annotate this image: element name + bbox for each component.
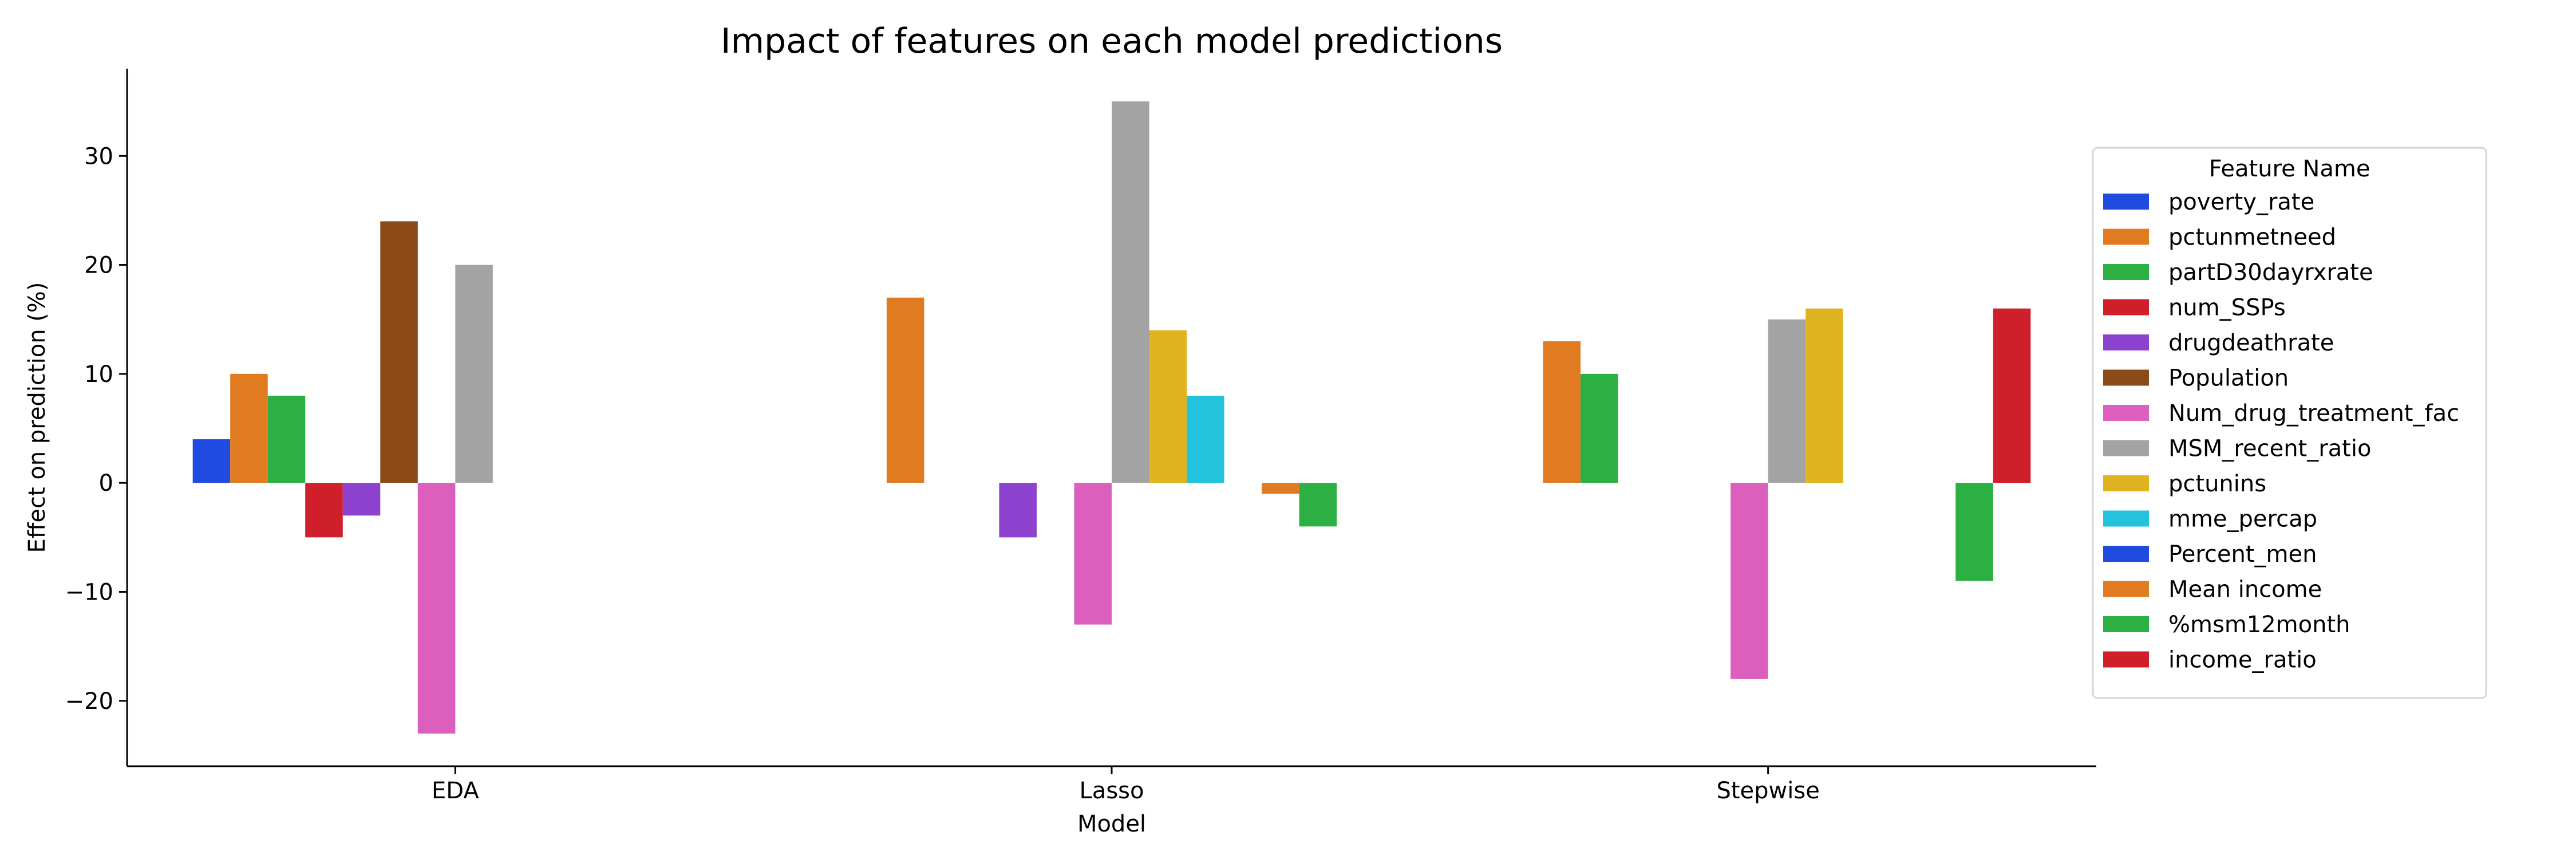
bar [1730,483,1768,679]
legend-swatch [2103,616,2149,632]
x-tick-label: EDA [432,778,479,804]
bar [999,483,1037,538]
bar [1112,101,1149,483]
bar [1543,341,1581,483]
bar [267,395,306,483]
bar [417,483,456,734]
bar [342,483,381,516]
legend-entry-label: Num_drug_treatment_fac [2168,400,2459,427]
legend-entry-label: Percent_men [2168,541,2317,568]
legend-swatch [2103,369,2149,386]
bar [1149,330,1187,483]
x-tick-label: Stepwise [1716,778,1819,804]
x-tick-label: Lasso [1080,778,1144,804]
legend-swatch [2103,299,2149,316]
chart-title: Impact of features on each model predict… [721,21,1503,61]
legend-entry-label: drugdeathrate [2168,330,2334,356]
bar [886,297,924,483]
legend-entry-label: %msm12month [2168,612,2350,638]
legend-swatch [2103,264,2149,280]
bar [1993,308,2031,483]
legend-entry-label: Mean income [2168,577,2322,603]
legend-swatch [2103,440,2149,456]
y-tick-label: −10 [65,580,113,606]
legend-swatch [2103,194,2149,210]
legend-swatch [2103,475,2149,491]
legend-swatch [2103,581,2149,597]
bars [192,101,2031,734]
legend-frame [2092,147,2487,699]
legend-entry-label: num_SSPs [2168,295,2286,321]
legend-entry-label: poverty_rate [2168,189,2314,215]
legend-swatch [2103,334,2149,350]
bar [455,265,493,483]
y-tick-label: 10 [84,361,113,388]
legend-title: Feature Name [2209,156,2370,182]
legend-swatch [2103,651,2149,668]
bar [1262,483,1299,494]
legend-entry-label: MSM_recent_ratio [2168,436,2371,462]
y-tick-label: −20 [65,688,113,715]
legend-entry-label: income_ratio [2168,647,2317,673]
y-tick-label: 20 [84,253,113,279]
y-tick-label: 30 [84,143,113,170]
bar [1187,395,1224,483]
legend-entry-label: partD30dayrxrate [2168,259,2373,286]
legend-entry-label: mme_percap [2168,506,2317,533]
legend-entry-label: pctunmetneed [2168,224,2336,251]
legend-swatch [2103,228,2149,245]
bar [192,439,231,483]
bar [1299,483,1337,527]
y-tick-label: 0 [99,470,113,497]
bar [1581,373,1618,483]
legend-entry-label: Population [2168,365,2289,392]
x-axis-label: Model [1077,811,1146,837]
legend: Feature Name poverty_rate pctunmetneed part… [2092,147,2487,699]
bar [380,221,418,483]
bar [230,373,268,483]
legend-swatch [2103,405,2149,421]
bar [1074,483,1112,625]
legend-entry-label: pctunins [2168,471,2266,497]
bar [1955,483,1993,581]
bar [305,483,343,538]
legend-swatch [2103,546,2149,562]
y-axis-label: Effect on prediction (%) [24,282,50,553]
axes: −20 −10 0 10 20 30 EDA Lasso Stepwise [65,69,2096,804]
bar [1805,308,1843,483]
legend-swatch [2103,510,2149,527]
bar [1768,319,1806,483]
